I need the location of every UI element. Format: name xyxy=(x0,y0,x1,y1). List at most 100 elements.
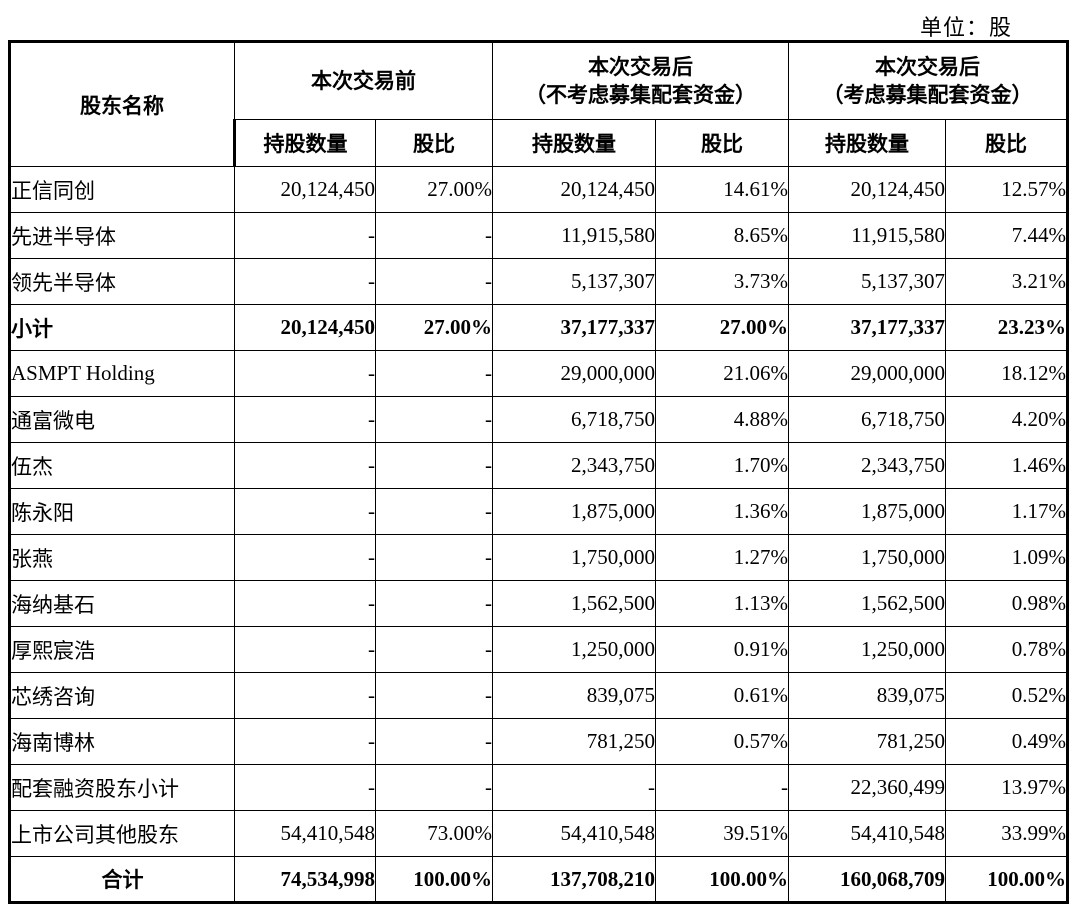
share-ratio-cell: 8.65% xyxy=(655,212,789,259)
share-ratio-cell: 4.20% xyxy=(945,396,1069,443)
share-count-cell: 839,075 xyxy=(788,672,946,719)
table-row: 通富微电 - -6,718,750 4.88% 6,718,750 4.20% xyxy=(8,396,1069,443)
share-count-cell: 2,343,750 xyxy=(492,442,656,489)
table-row: 上市公司其他股东 54,410,548 73.00% 54,410,548 39.51%… xyxy=(8,810,1069,857)
header-group-after-with-funding-label: 本次交易后 xyxy=(875,54,980,79)
share-ratio-cell: 73.00% xyxy=(375,810,493,857)
share-count-cell: 37,177,337 xyxy=(788,304,946,351)
share-count-cell: 839,075 xyxy=(492,672,656,719)
shareholder-name-cell: 先进半导体 xyxy=(8,212,235,259)
share-ratio-cell: 1.70% xyxy=(655,442,789,489)
shareholder-name-cell: 张燕 xyxy=(8,534,235,581)
share-ratio-cell: - xyxy=(375,764,493,811)
header-shareholder-name: 股东名称 xyxy=(8,40,235,167)
shareholder-name-cell: 小计 xyxy=(8,304,235,351)
header-share-ratio-after-no-funding: 股比 xyxy=(655,119,789,167)
share-count-cell: 1,750,000 xyxy=(788,534,946,581)
share-ratio-cell: 0.49% xyxy=(945,718,1069,765)
share-ratio-cell: 27.00% xyxy=(375,304,493,351)
header-group-row: 股东名称 本次交易前 本次交易后 （不考虑募集配套资金） 本次交易后 （考虑募集… xyxy=(8,40,1069,167)
table-body: 正信同创 20,124,450 27.00% 20,124,450 14.61% 20,1… xyxy=(8,166,1069,904)
share-count-cell: - xyxy=(492,764,656,811)
share-count-cell: - xyxy=(234,212,376,259)
share-ratio-cell: 27.00% xyxy=(655,304,789,351)
share-ratio-cell: 12.57% xyxy=(945,166,1069,213)
share-count-cell: 1,250,000 xyxy=(788,626,946,673)
share-ratio-cell: 1.36% xyxy=(655,488,789,535)
share-count-cell: 20,124,450 xyxy=(234,166,376,213)
share-ratio-cell: 0.98% xyxy=(945,580,1069,627)
shareholder-name-cell: 通富微电 xyxy=(8,396,235,443)
share-count-cell: 2,343,750 xyxy=(788,442,946,489)
table-row: 海纳基石 - -1,562,500 1.13% 1,562,500 0.98% xyxy=(8,580,1069,627)
share-count-cell: 5,137,307 xyxy=(788,258,946,305)
share-count-cell: 1,250,000 xyxy=(492,626,656,673)
share-ratio-cell: - xyxy=(375,258,493,305)
share-count-cell: 29,000,000 xyxy=(788,350,946,397)
share-count-cell: 11,915,580 xyxy=(492,212,656,259)
share-ratio-cell: 21.06% xyxy=(655,350,789,397)
share-ratio-cell: 0.52% xyxy=(945,672,1069,719)
table-row: ASMPT Holding - -29,000,000 21.06% 29,000,00… xyxy=(8,350,1069,397)
share-count-cell: 781,250 xyxy=(788,718,946,765)
shareholder-name-cell: 伍杰 xyxy=(8,442,235,489)
share-ratio-cell: 0.57% xyxy=(655,718,789,765)
share-ratio-cell: 100.00% xyxy=(945,856,1069,904)
header-share-count-before: 持股数量 xyxy=(233,119,376,167)
share-count-cell: 11,915,580 xyxy=(788,212,946,259)
share-count-cell: 137,708,210 xyxy=(492,856,656,904)
header-group-after-with-funding-note: （考虑募集配套资金） xyxy=(822,83,1033,107)
share-ratio-cell: 13.97% xyxy=(945,764,1069,811)
share-count-cell: 1,875,000 xyxy=(788,488,946,535)
share-count-cell: 20,124,450 xyxy=(492,166,656,213)
share-count-cell: 6,718,750 xyxy=(788,396,946,443)
share-ratio-cell: - xyxy=(375,672,493,719)
share-ratio-cell: 100.00% xyxy=(655,856,789,904)
share-count-cell: - xyxy=(234,442,376,489)
share-ratio-cell: 3.73% xyxy=(655,258,789,305)
share-ratio-cell: 39.51% xyxy=(655,810,789,857)
shareholding-table: 股东名称 本次交易前 本次交易后 （不考虑募集配套资金） 本次交易后 （考虑募集… xyxy=(8,40,1069,904)
share-ratio-cell: 1.13% xyxy=(655,580,789,627)
table-row: 小计 20,124,450 27.00% 37,177,337 27.00% 37,177… xyxy=(8,304,1069,351)
share-count-cell: - xyxy=(234,396,376,443)
share-ratio-cell: 1.17% xyxy=(945,488,1069,535)
header-group-after-no-funding-label: 本次交易后 xyxy=(588,54,693,79)
share-ratio-cell: 1.46% xyxy=(945,442,1069,489)
header-share-ratio-before: 股比 xyxy=(375,119,493,167)
share-count-cell: 22,360,499 xyxy=(788,764,946,811)
share-count-cell: - xyxy=(234,580,376,627)
table-header: 股东名称 本次交易前 本次交易后 （不考虑募集配套资金） 本次交易后 （考虑募集… xyxy=(8,40,1069,167)
table-row: 领先半导体 - -5,137,307 3.73% 5,137,307 3.21% xyxy=(8,258,1069,305)
shareholder-name-cell: 配套融资股东小计 xyxy=(8,764,235,811)
table-row: 合计 74,534,998 100.00% 137,708,210 100.00% 160… xyxy=(8,856,1069,904)
share-count-cell: 1,750,000 xyxy=(492,534,656,581)
shareholder-name-cell: 厚熙宸浩 xyxy=(8,626,235,673)
table-row: 配套融资股东小计 - - - -22,360,499 13.97% xyxy=(8,764,1069,811)
share-ratio-cell: - xyxy=(375,718,493,765)
share-ratio-cell: 0.78% xyxy=(945,626,1069,673)
share-ratio-cell: 27.00% xyxy=(375,166,493,213)
share-ratio-cell: 14.61% xyxy=(655,166,789,213)
header-group-after-with-funding: 本次交易后 （考虑募集配套资金） xyxy=(788,40,1069,120)
share-ratio-cell: 33.99% xyxy=(945,810,1069,857)
share-ratio-cell: 3.21% xyxy=(945,258,1069,305)
header-share-ratio-after-with-funding: 股比 xyxy=(945,119,1069,167)
share-ratio-cell: - xyxy=(655,764,789,811)
shareholder-name-cell: 海南博林 xyxy=(8,718,235,765)
share-ratio-cell: - xyxy=(375,442,493,489)
shareholder-name-cell: 芯绣咨询 xyxy=(8,672,235,719)
table-row: 先进半导体 - -11,915,580 8.65% 11,915,580 7.44% xyxy=(8,212,1069,259)
shareholder-name-cell: 海纳基石 xyxy=(8,580,235,627)
shareholder-name-cell: 上市公司其他股东 xyxy=(8,810,235,857)
share-ratio-cell: 0.61% xyxy=(655,672,789,719)
table-row: 芯绣咨询 - -839,075 0.61% 839,075 0.52% xyxy=(8,672,1069,719)
share-ratio-cell: 1.09% xyxy=(945,534,1069,581)
share-count-cell: 160,068,709 xyxy=(788,856,946,904)
table-row: 伍杰 - -2,343,750 1.70% 2,343,750 1.46% xyxy=(8,442,1069,489)
shareholder-name-cell: 陈永阳 xyxy=(8,488,235,535)
header-group-before: 本次交易前 xyxy=(234,40,493,120)
shareholder-name-cell: 领先半导体 xyxy=(8,258,235,305)
share-count-cell: 781,250 xyxy=(492,718,656,765)
